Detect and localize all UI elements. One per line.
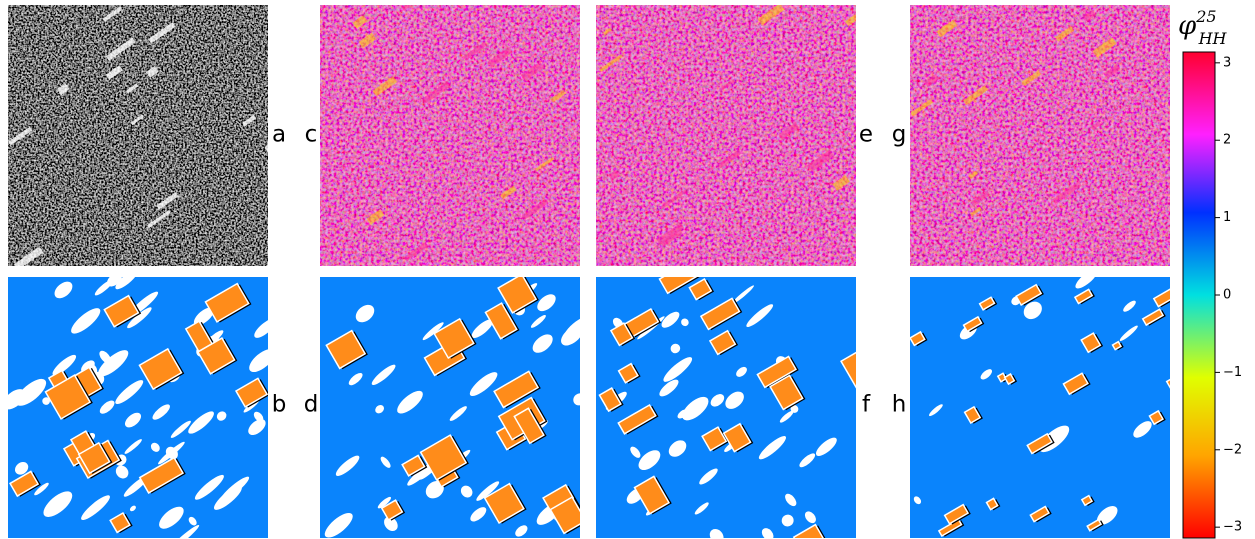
map-panel (0, 267, 280, 539)
tick-label: −2 (1223, 442, 1242, 457)
image-panel (596, 3, 871, 266)
image-panel (910, 5, 1170, 266)
colorbar (1183, 52, 1215, 538)
tick-label: −3 (1223, 520, 1242, 535)
image (596, 5, 856, 266)
map-panel (596, 261, 893, 539)
panel-label: d (304, 392, 319, 418)
map-panel (910, 266, 1192, 538)
panels (0, 3, 1192, 539)
map-panel (320, 274, 596, 539)
image (320, 5, 580, 266)
background (910, 277, 1170, 538)
figure: φ25 HH a b c d e f g h 3 2 1 0 −1 −2 −3 (0, 0, 1255, 539)
panel-label: e (859, 122, 873, 148)
panel-label: a (272, 122, 286, 148)
tick-label: 3 (1223, 55, 1231, 70)
subscript: HH (1198, 29, 1228, 48)
tick-label: 1 (1223, 210, 1231, 225)
superscript: 25 (1195, 7, 1216, 26)
symbol: φ (1178, 11, 1197, 41)
tick-label: −1 (1223, 365, 1242, 380)
panel-label: b (272, 392, 287, 418)
panel-label: h (892, 392, 907, 418)
image-panel (320, 3, 580, 266)
image (8, 5, 268, 266)
tick-label: 2 (1223, 133, 1231, 148)
panel-label: c (305, 122, 318, 148)
panel-label: g (892, 122, 907, 148)
image-panel (8, 5, 277, 270)
panel-label: f (862, 392, 871, 418)
image (910, 5, 1170, 266)
colorbar-title: φ25 HH (1178, 7, 1228, 48)
tick-label: 0 (1223, 288, 1231, 303)
